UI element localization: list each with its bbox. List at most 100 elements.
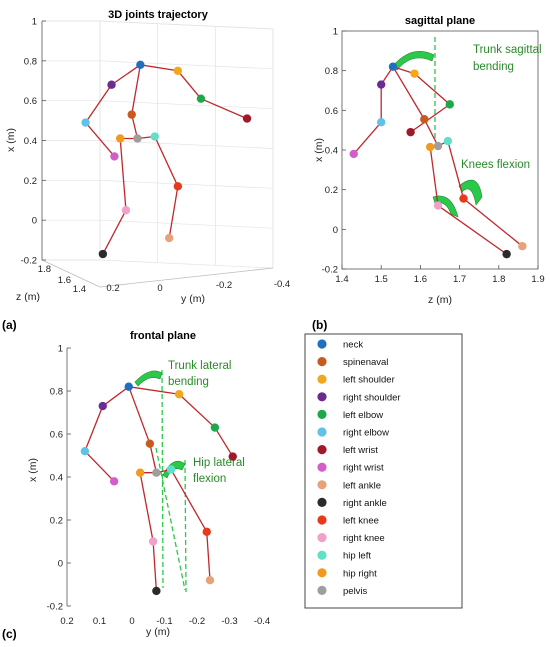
b-joint-left-knee: [459, 194, 468, 203]
b-x-tick-label: 1.6: [414, 274, 427, 285]
a-joint-hip-right: [115, 134, 125, 143]
c-joint-right-ankle: [152, 586, 161, 596]
legend-label-left-knee: left knee: [343, 516, 379, 527]
a-grid-line: [99, 60, 274, 70]
a-bone-neck-right-shoulder: [111, 64, 141, 86]
legend-label-neck: neck: [343, 340, 363, 351]
b-joint-left-shoulder: [410, 69, 419, 78]
legend-marker-right-ankle: [317, 497, 327, 507]
a-bone-left-elbow-left-wrist: [200, 98, 248, 120]
a-bone-neck-left-shoulder: [140, 64, 178, 72]
c-annotation-hip-lateral: Hip lateral: [193, 457, 245, 469]
b-x-tick-label: 1.7: [453, 274, 466, 285]
c-hip-arc: [162, 461, 186, 479]
legend-label-right-shoulder: right shoulder: [343, 392, 401, 403]
a-grid-line: [99, 140, 274, 149]
b-joint-hip-right: [426, 142, 435, 152]
a-bone-right-elbow-right-wrist: [85, 122, 115, 157]
a-grid-line: [99, 179, 274, 189]
c-joint-hip-right: [135, 468, 145, 477]
a-joint-right-shoulder: [107, 80, 116, 89]
a-joint-left-shoulder: [173, 66, 183, 75]
c-x-tick-label: -0.1: [156, 616, 172, 627]
a-bone-left-shoulder-left-elbow: [177, 70, 202, 100]
legend-label-spinenaval: spinenaval: [343, 357, 388, 368]
a-h-tick-label: 0.2: [106, 283, 119, 294]
c-joint-hip-left: [166, 465, 176, 474]
legend-marker-right-knee: [317, 533, 327, 543]
b-y-tick-label: 0: [333, 225, 338, 236]
b-x-tick-label: 1.5: [375, 274, 388, 285]
a-grid-line: [99, 259, 274, 269]
panel-b-label: (b): [312, 318, 327, 332]
panel-b-sagittal: 1.4 1.5 1.6 1.7 1.8 1.9 1 0.8 0.6 0.4 0.2 0 -0.2 x (m…: [313, 15, 545, 306]
a-floor-edge: [99, 267, 274, 288]
b-joint-neck: [388, 62, 398, 71]
c-title: frontal plane: [130, 330, 196, 342]
a-joint-left-elbow: [196, 94, 206, 103]
b-y-tick-label: 0.2: [325, 185, 338, 196]
a-joint-spinenaval: [127, 110, 136, 119]
a-y-tick-label: 0.6: [24, 96, 37, 107]
c-joint-neck: [124, 382, 133, 391]
c-bone-right-elbow-right-wrist: [84, 450, 115, 482]
c-joint-pelvis: [152, 468, 161, 477]
c-bone-right-shoulder-right-elbow: [84, 405, 104, 452]
b-bone-right-knee-right-ankle: [437, 205, 508, 255]
c-x-tick-label: -0.4: [254, 616, 270, 627]
a-joint-left-knee: [173, 182, 183, 191]
b-bone-hip-right-right-knee: [429, 146, 439, 206]
c-joint-left-ankle: [205, 576, 215, 585]
b-joint-pelvis: [433, 141, 443, 151]
c-bone-hip-right-right-knee: [139, 472, 154, 542]
c-annotation-flexion: flexion: [193, 473, 226, 485]
panel-c-frontal: 0.2 0.1 0 -0.1 -0.2 -0.3 -0.4 1 0.8 0.6 0.4 0.2 0 -0.…: [27, 330, 270, 638]
a-joint-pelvis: [133, 134, 142, 143]
a-title: 3D joints trajectory: [108, 9, 209, 21]
a-joint-neck: [136, 60, 145, 70]
b-bone-right-elbow-right-wrist: [353, 121, 382, 155]
legend-marker-left-elbow: [317, 409, 327, 419]
a-joint-right-wrist: [110, 152, 119, 161]
a-bone-left-knee-left-ankle: [168, 186, 179, 239]
legend-marker-left-knee: [317, 515, 327, 525]
c-x-tick-label: -0.3: [221, 616, 237, 627]
a-h-tick-label: -0.4: [274, 279, 290, 290]
c-joint-left-knee: [202, 527, 211, 537]
c-y-tick-label: 0.8: [50, 387, 63, 398]
c-x-tick-label: 0.2: [60, 616, 73, 627]
legend-label-left-shoulder: left shoulder: [343, 375, 395, 386]
b-joint-left-ankle: [518, 241, 527, 251]
b-bone-left-knee-left-ankle: [463, 198, 523, 247]
c-y-tick-label: 0: [58, 559, 63, 570]
a-joint-right-ankle: [98, 249, 108, 259]
a-grid-line: [99, 219, 274, 229]
legend-marker-right-wrist: [317, 462, 327, 472]
b-bone-hip-left-left-knee: [447, 140, 465, 199]
b-ylabel: x (m): [313, 138, 325, 162]
legend-marker-pelvis: [317, 585, 327, 596]
legend-marker-hip-right: [317, 568, 327, 578]
b-joint-right-ankle: [502, 249, 511, 259]
c-joint-left-shoulder: [174, 390, 184, 399]
panel-c-label: (c): [2, 627, 17, 641]
c-joint-right-shoulder: [98, 401, 107, 411]
a-y-tick-label: -0.2: [21, 256, 37, 267]
legend-marker-spinenaval: [317, 357, 327, 367]
b-xlabel: z (m): [428, 294, 452, 306]
b-knee-arc-left: [458, 179, 483, 206]
a-z-tick-label: 1.6: [58, 275, 71, 286]
a-z-tick-label: 1.4: [73, 284, 86, 295]
a-y-tick-label: 1: [32, 17, 37, 28]
b-x-tick-label: 1.9: [531, 274, 544, 285]
a-y-tick-label: 0.4: [24, 136, 37, 147]
a-ylabel: x (m): [5, 128, 17, 152]
c-joint-left-wrist: [228, 452, 237, 461]
c-hip-vertical-dashed: [184, 459, 187, 593]
legend-marker-neck: [317, 339, 327, 349]
c-joint-spinenaval: [145, 439, 155, 448]
c-bone-neck-spinenaval: [128, 386, 151, 444]
legend-label-right-elbow: right elbow: [343, 428, 389, 439]
b-bone-neck-spinenaval: [392, 66, 425, 120]
